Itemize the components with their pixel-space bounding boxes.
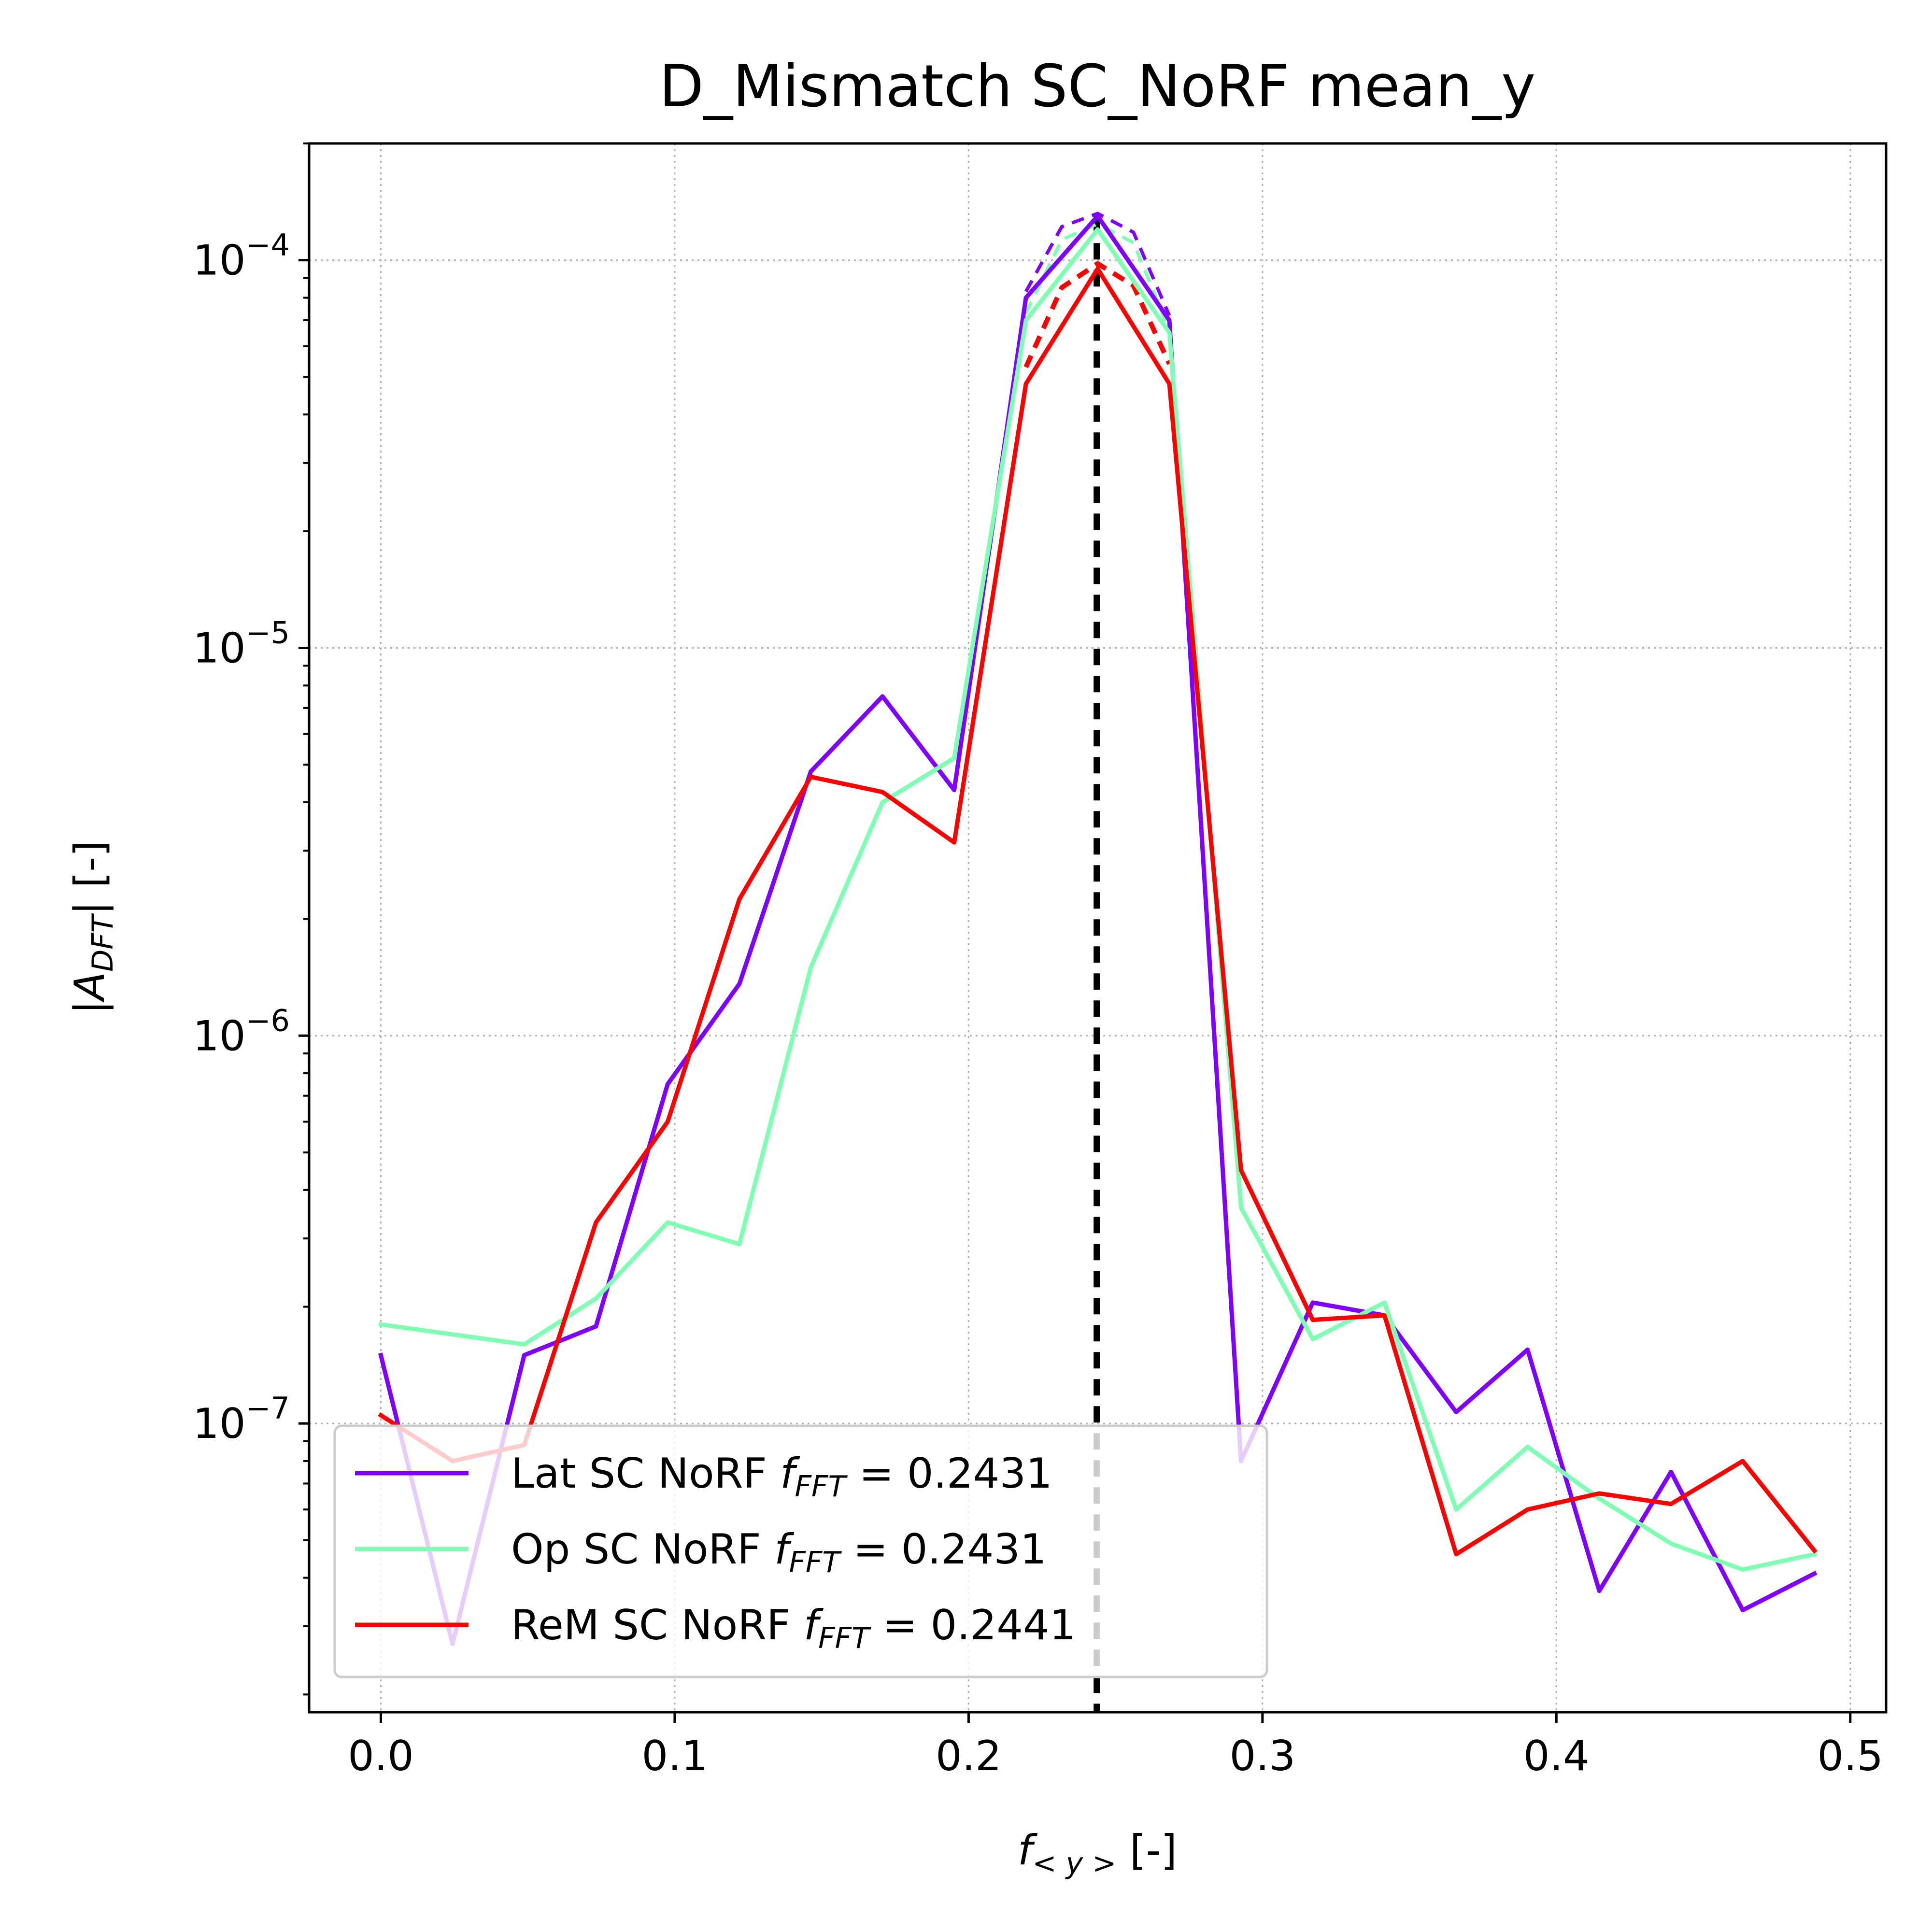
legend-series-name: ReM SC NoRF [511, 1601, 804, 1649]
x-tick-label: 0.0 [348, 1732, 414, 1780]
legend: Lat SC NoRF fFFT = 0.2431 Op SC NoRF fFFT… [333, 1424, 1268, 1678]
peak-fit-curve [1024, 212, 1171, 316]
series-line [378, 267, 1818, 1557]
x-tick-label: 0.5 [1817, 1732, 1883, 1780]
y-tick-label-exponent: −4 [246, 227, 290, 263]
y-axis-label-open: | [66, 1000, 114, 1014]
y-tick-label: 10−6 [193, 1003, 290, 1060]
peak-fit-curve [1023, 261, 1172, 369]
y-tick-label-base: 10 [193, 237, 245, 285]
y-tick-label: 10−7 [193, 1391, 290, 1448]
legend-entry-label: ReM SC NoRF fFFT = 0.2441 [511, 1601, 1076, 1655]
legend-fft-value: 0.2441 [931, 1601, 1076, 1649]
legend-formula-equals: = [846, 1449, 907, 1498]
x-tick-label: 0.1 [642, 1732, 708, 1780]
legend-fft-value: 0.2431 [907, 1449, 1052, 1498]
series-line [378, 227, 1817, 1572]
y-tick-label-exponent: −5 [246, 615, 290, 650]
y-tick-label: 10−5 [193, 615, 290, 672]
legend-entry-label: Lat SC NoRF fFFT = 0.2431 [511, 1449, 1052, 1504]
legend-formula-subscript: FFT [789, 1546, 842, 1579]
y-tick-label-exponent: −6 [246, 1003, 290, 1038]
x-tick-label: 0.4 [1523, 1732, 1590, 1780]
y-axis-label-symbol: A [66, 972, 114, 1003]
y-tick-label-base: 10 [193, 1400, 245, 1448]
series-line [378, 213, 1818, 1647]
legend-entry-label: Op SC NoRF fFFT = 0.2431 [511, 1525, 1047, 1579]
peak-fit-curve [1024, 222, 1171, 331]
legend-formula-equals: = [840, 1525, 901, 1574]
axes: 0.0 0.1 0.2 0.3 0.4 0.510−710−610−510−4 [193, 142, 1883, 1780]
y-axis-label-close: | [-] [66, 840, 114, 915]
y-tick-label-exponent: −7 [246, 1391, 290, 1426]
legend-formula-subscript: FFT [818, 1621, 871, 1655]
y-tick-label: 10−4 [193, 227, 290, 285]
y-axis-label-subscript: DFT [86, 913, 120, 972]
legend-formula-equals: = [869, 1601, 931, 1649]
y-axis-label: |ADFT| [-] [66, 840, 120, 1014]
legend-box [333, 1424, 1268, 1678]
chart-title: D_Mismatch SC_NoRF mean_y [659, 53, 1535, 120]
legend-formula-subscript: FFT [795, 1470, 848, 1504]
y-tick-label-base: 10 [193, 624, 245, 672]
legend-fft-value: 0.2431 [901, 1525, 1047, 1574]
x-axis-label: f< y > [-] [1018, 1826, 1177, 1880]
x-tick-label: 0.2 [936, 1732, 1002, 1780]
x-axis-label-subscript: < y > [1032, 1847, 1116, 1880]
y-tick-label-base: 10 [193, 1012, 245, 1060]
legend-series-name: Op SC NoRF [511, 1525, 774, 1574]
plot-frame [308, 142, 1888, 1714]
legend-series-name: Lat SC NoRF [511, 1449, 780, 1498]
x-axis-label-unit: [-] [1117, 1826, 1177, 1875]
x-tick-label: 0.3 [1229, 1732, 1295, 1780]
